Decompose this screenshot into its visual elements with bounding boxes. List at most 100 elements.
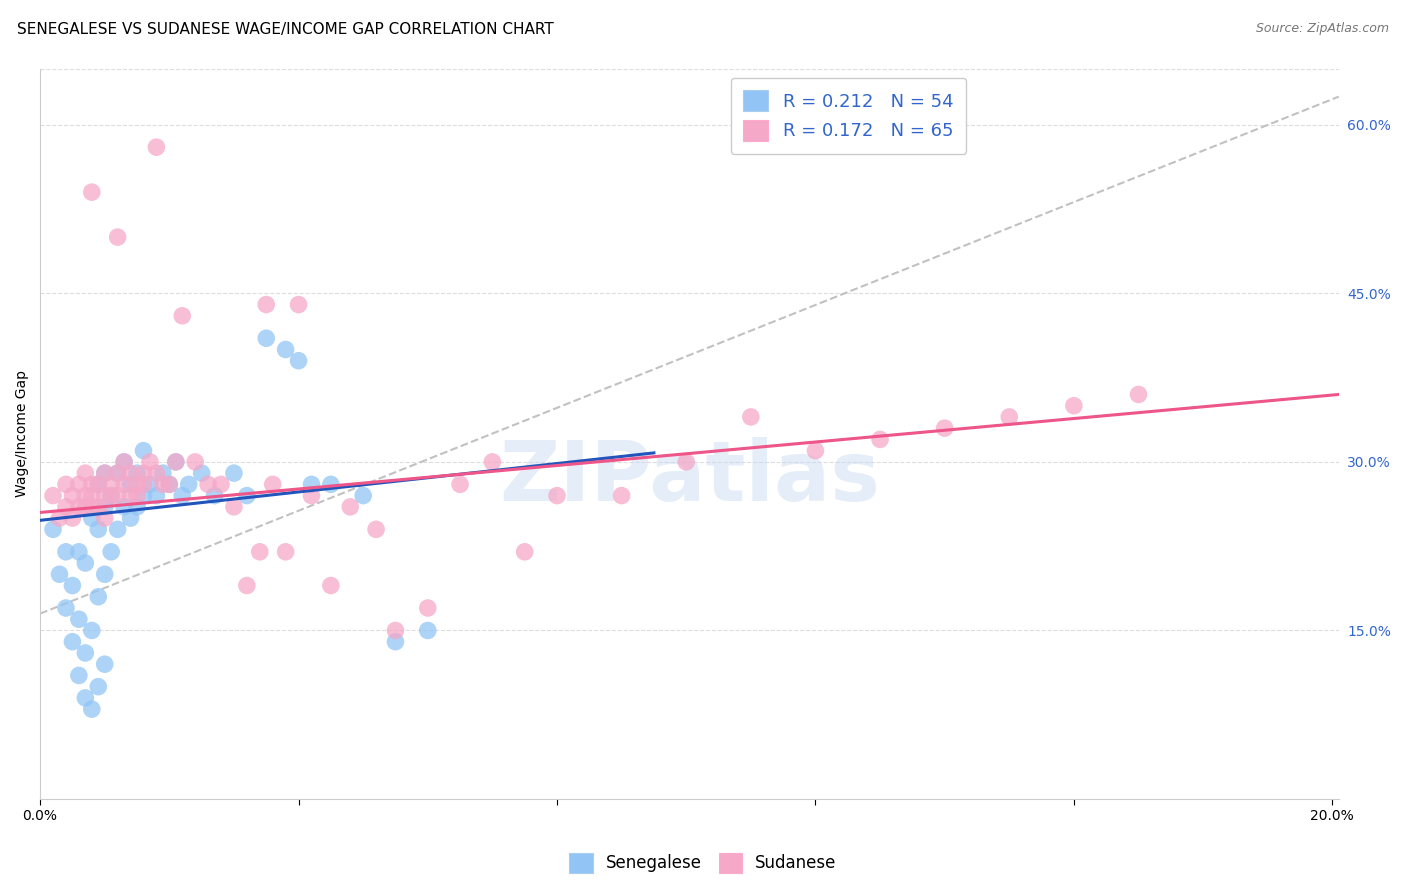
Point (100, 489, 122, 503)
Point (80, 500, 103, 514)
Point (262, 477, 284, 491)
Point (125, 477, 148, 491)
Point (93, 466, 115, 480)
Point (67, 545, 90, 559)
Point (249, 545, 271, 559)
Point (339, 500, 361, 514)
Point (55, 545, 77, 559)
Point (157, 477, 180, 491)
Point (132, 443, 155, 458)
Point (364, 522, 387, 536)
Point (55, 477, 77, 491)
Point (132, 477, 155, 491)
Point (236, 489, 259, 503)
Point (449, 477, 471, 491)
Point (177, 477, 200, 491)
Point (546, 489, 568, 503)
Point (112, 500, 135, 514)
Point (1128, 387, 1150, 401)
Point (301, 477, 323, 491)
Text: ZIPatlas: ZIPatlas (499, 437, 880, 518)
Point (67, 500, 90, 514)
Point (145, 140, 167, 154)
Point (120, 511, 142, 525)
Point (87, 500, 110, 514)
Point (42, 522, 65, 536)
Point (120, 489, 142, 503)
Point (384, 634, 406, 648)
Point (112, 477, 135, 491)
Point (416, 624, 439, 638)
Point (319, 578, 342, 592)
Point (62, 634, 84, 648)
Point (87, 477, 110, 491)
Point (80, 624, 103, 638)
Point (93, 567, 115, 582)
Point (869, 433, 891, 447)
Point (87, 590, 110, 604)
Point (804, 443, 827, 458)
Point (287, 353, 309, 368)
Point (184, 455, 207, 469)
Point (100, 477, 122, 491)
Point (48, 511, 70, 525)
Point (93, 500, 115, 514)
Point (120, 466, 142, 480)
Point (319, 477, 342, 491)
Point (75, 489, 97, 503)
Point (254, 331, 277, 345)
Point (75, 466, 97, 480)
Point (132, 489, 155, 503)
Point (100, 545, 122, 559)
Point (274, 343, 297, 357)
Point (87, 522, 110, 536)
Point (67, 668, 90, 682)
Point (107, 466, 129, 480)
Point (157, 477, 180, 491)
Point (87, 477, 110, 491)
Point (87, 680, 110, 694)
Point (416, 601, 439, 615)
Point (222, 500, 245, 514)
Text: SENEGALESE VS SUDANESE WAGE/INCOME GAP CORRELATION CHART: SENEGALESE VS SUDANESE WAGE/INCOME GAP C… (17, 22, 554, 37)
Point (125, 500, 148, 514)
Point (301, 489, 323, 503)
Point (93, 466, 115, 480)
Point (67, 477, 90, 491)
Point (172, 309, 194, 323)
Point (610, 489, 633, 503)
Point (75, 500, 97, 514)
Point (107, 489, 129, 503)
Point (62, 489, 84, 503)
Point (352, 489, 374, 503)
Legend: R = 0.212   N = 54, R = 0.172   N = 65: R = 0.212 N = 54, R = 0.172 N = 65 (731, 78, 966, 153)
Point (48, 567, 70, 582)
Legend: Senegalese, Sudanese: Senegalese, Sudanese (562, 847, 844, 880)
Point (139, 455, 162, 469)
Point (165, 455, 187, 469)
Point (62, 578, 84, 592)
Point (80, 477, 103, 491)
Point (55, 601, 77, 615)
Point (740, 409, 762, 424)
Point (165, 455, 187, 469)
Text: Source: ZipAtlas.com: Source: ZipAtlas.com (1256, 22, 1389, 36)
Point (75, 646, 97, 660)
Point (125, 489, 148, 503)
Point (55, 500, 77, 514)
Point (152, 477, 174, 491)
Point (1063, 399, 1085, 413)
Point (934, 421, 956, 435)
Point (93, 489, 115, 503)
Point (107, 230, 129, 244)
Point (107, 466, 129, 480)
Point (145, 489, 167, 503)
Point (67, 612, 90, 626)
Point (172, 489, 194, 503)
Point (75, 690, 97, 705)
Point (513, 545, 536, 559)
Point (80, 185, 103, 199)
Point (254, 297, 277, 311)
Point (80, 702, 103, 716)
Point (384, 624, 406, 638)
